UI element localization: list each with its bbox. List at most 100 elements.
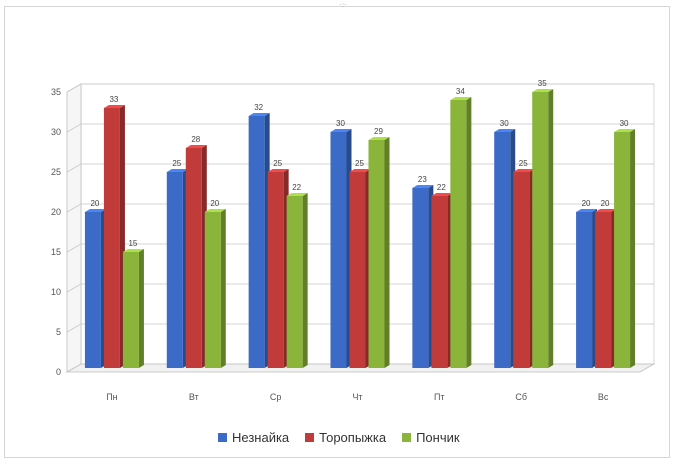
bar-top	[368, 137, 390, 140]
legend-label: Пончик	[416, 429, 460, 445]
data-label: 25	[172, 159, 181, 168]
legend-item-toropyzhka[interactable]: Торопыжка	[305, 430, 386, 445]
bar-side	[630, 129, 636, 368]
bar	[330, 132, 347, 368]
side-wall	[66, 83, 82, 373]
y-tick-label: 10	[51, 287, 61, 297]
bar-top	[286, 193, 308, 196]
bar	[122, 252, 139, 368]
bar-side	[466, 97, 472, 368]
legend-swatch	[305, 432, 315, 442]
data-label: 22	[292, 183, 301, 192]
bar	[286, 196, 303, 368]
bar	[248, 116, 265, 368]
data-label: 23	[418, 175, 427, 184]
legend-swatch	[218, 432, 227, 442]
bar-top	[330, 129, 352, 132]
bar	[103, 108, 120, 368]
data-label: 20	[582, 199, 591, 208]
bar	[204, 212, 221, 368]
x-tick-label: Вс	[598, 392, 609, 402]
data-label: 22	[437, 183, 446, 192]
bar-top	[122, 249, 144, 252]
bars	[84, 89, 636, 368]
data-label: 25	[355, 159, 364, 168]
bar	[185, 148, 202, 368]
bar	[494, 132, 511, 368]
data-label: 35	[538, 79, 547, 88]
bar	[412, 188, 429, 368]
bar-top	[204, 209, 226, 212]
x-tick-label: Пт	[434, 392, 445, 402]
bar-top	[185, 145, 207, 148]
bar-top	[103, 105, 125, 108]
x-tick-label: Пн	[106, 392, 117, 402]
bar	[431, 196, 448, 368]
bar-top	[513, 169, 535, 172]
bar-side	[220, 209, 226, 368]
data-label: 32	[254, 103, 263, 112]
y-axis-tick-labels: 0 5 10 15 20 25 30 35	[51, 87, 61, 377]
bar-side	[548, 89, 554, 368]
data-label: 30	[500, 119, 509, 128]
bar	[349, 172, 366, 368]
bar	[450, 100, 467, 368]
bar-side	[384, 137, 390, 368]
y-tick-label: 15	[51, 247, 61, 257]
y-tick-label: 0	[56, 367, 61, 377]
bar-top	[450, 97, 472, 100]
gridline	[66, 83, 654, 93]
legend: Незнайка Торопыжка Пончик	[218, 428, 460, 446]
data-label: 25	[273, 159, 282, 168]
data-label: 15	[128, 239, 137, 248]
bar-top	[595, 209, 617, 212]
data-label: 28	[191, 135, 200, 144]
bar-side	[302, 193, 308, 368]
bar-side	[138, 249, 144, 368]
bar-top	[576, 209, 598, 212]
x-axis-tick-labels: Пн Вт Ср Чт Пт Сб Вс	[106, 392, 609, 402]
legend-label: Незнайка	[232, 429, 290, 445]
bar-top	[532, 89, 554, 92]
bar	[166, 172, 183, 368]
bar	[595, 212, 612, 368]
data-label: 30	[620, 119, 629, 128]
bar-top	[267, 169, 289, 172]
data-labels: 20 33 15 25 28 20 32 25 22 30 25 29 23 22 34 30 25 35 20 20…	[90, 79, 629, 248]
data-label: 20	[210, 199, 219, 208]
y-tick-label: 25	[51, 167, 61, 177]
resize-handle-top[interactable]: ·:·	[339, 1, 347, 9]
y-tick-label: 5	[56, 327, 61, 337]
bar-top	[412, 185, 434, 188]
bar-top	[614, 129, 636, 132]
x-tick-label: Вт	[189, 392, 199, 402]
bar	[576, 212, 593, 368]
x-tick-label: Сб	[515, 392, 527, 402]
bar	[614, 132, 631, 368]
x-tick-label: Чт	[352, 392, 362, 402]
x-tick-label: Ср	[270, 392, 282, 402]
legend-item-neznaika[interactable]: Незнайка	[218, 430, 289, 445]
bar	[532, 92, 549, 368]
bar	[513, 172, 530, 368]
data-label: 33	[109, 95, 118, 104]
data-label: 29	[374, 127, 383, 136]
data-label: 34	[456, 87, 465, 96]
bar-top	[248, 113, 270, 116]
bar	[368, 140, 385, 368]
legend-label: Торопыжка	[319, 429, 387, 445]
bar-top	[494, 129, 516, 132]
bar	[84, 212, 101, 368]
legend-item-ponchik[interactable]: Пончик	[402, 429, 460, 445]
y-tick-label: 30	[51, 127, 61, 137]
bar	[267, 172, 284, 368]
bar-top	[84, 209, 106, 212]
legend-swatch	[402, 432, 412, 442]
y-tick-label: 35	[51, 87, 61, 97]
data-label: 20	[90, 199, 99, 208]
data-label: 30	[336, 119, 345, 128]
data-label: 25	[519, 159, 528, 168]
bar-top	[431, 193, 453, 196]
y-tick-label: 20	[51, 207, 61, 217]
